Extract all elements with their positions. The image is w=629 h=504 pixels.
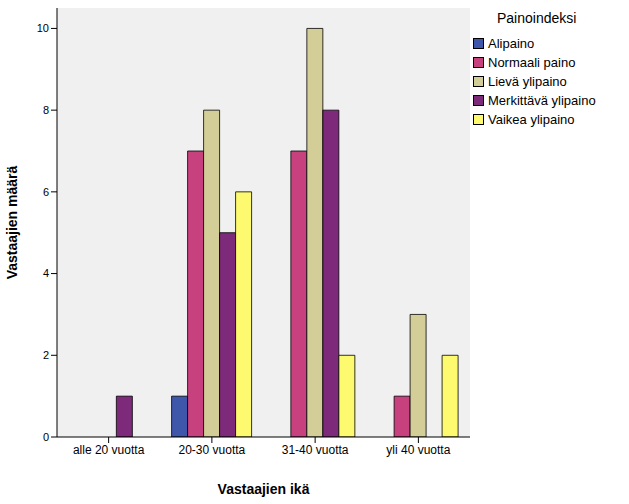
- html-text:Painoindeksi: Painoindeksi: [497, 10, 577, 26]
- svg-text:Vastaajien määrä: Vastaajien määrä: [8, 165, 20, 279]
- html-text:Vaikea ylipaino: Vaikea ylipaino: [488, 112, 575, 127]
- html-text:Merkittävä ylipaino: Merkittävä ylipaino: [488, 93, 596, 108]
- svg-text:4: 4: [43, 267, 49, 279]
- svg-text:2: 2: [43, 349, 49, 361]
- svg-text:10: 10: [37, 22, 49, 34]
- svg-text:alle 20 vuotta: alle 20 vuotta: [73, 443, 145, 457]
- html-text:Lievä ylipaino: Lievä ylipaino: [488, 74, 567, 89]
- svg-text:31-40 vuotta: 31-40 vuotta: [282, 443, 349, 457]
- svg-text:6: 6: [43, 186, 49, 198]
- svg-text:Vastaajien ikä: Vastaajien ikä: [218, 481, 310, 497]
- svg-text:20-30 vuotta: 20-30 vuotta: [179, 443, 246, 457]
- html-text:Alipaino: Alipaino: [488, 36, 535, 51]
- html-text:Normaali paino: Normaali paino: [488, 55, 576, 70]
- svg-text:0: 0: [43, 431, 49, 443]
- svg-text:8: 8: [43, 104, 49, 116]
- svg-text:yli 40 vuotta: yli 40 vuotta: [386, 443, 450, 457]
